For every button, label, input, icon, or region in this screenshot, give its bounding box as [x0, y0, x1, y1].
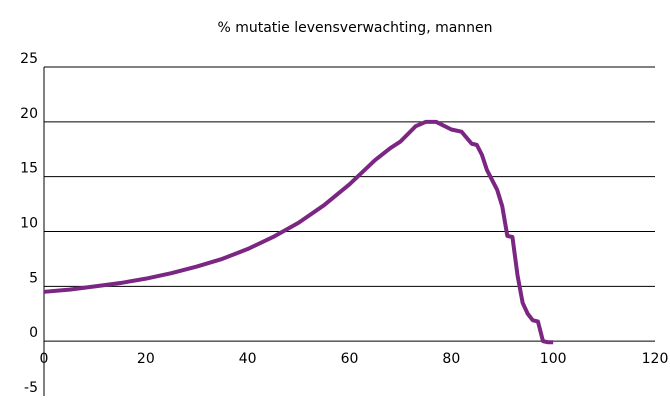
x-tick-label: 40	[239, 351, 257, 367]
x-tick-label: 60	[341, 351, 359, 367]
x-tick-label: 0	[40, 351, 49, 367]
y-tick-label: -5	[24, 380, 38, 396]
y-tick-label: 5	[29, 270, 38, 286]
chart-title: % mutatie levensverwachting, mannen	[217, 20, 492, 36]
x-tick-label: 20	[137, 351, 155, 367]
y-tick-label: 25	[20, 51, 38, 67]
line-series	[43, 119, 554, 345]
y-tick-label: 10	[20, 216, 38, 232]
y-tick-label: 15	[20, 161, 38, 177]
x-tick-label: 100	[540, 351, 567, 367]
x-tick-label: 120	[642, 351, 669, 367]
y-tick-label: 0	[29, 325, 38, 341]
y-tick-label: 20	[20, 106, 38, 122]
x-tick-label: 80	[442, 351, 460, 367]
